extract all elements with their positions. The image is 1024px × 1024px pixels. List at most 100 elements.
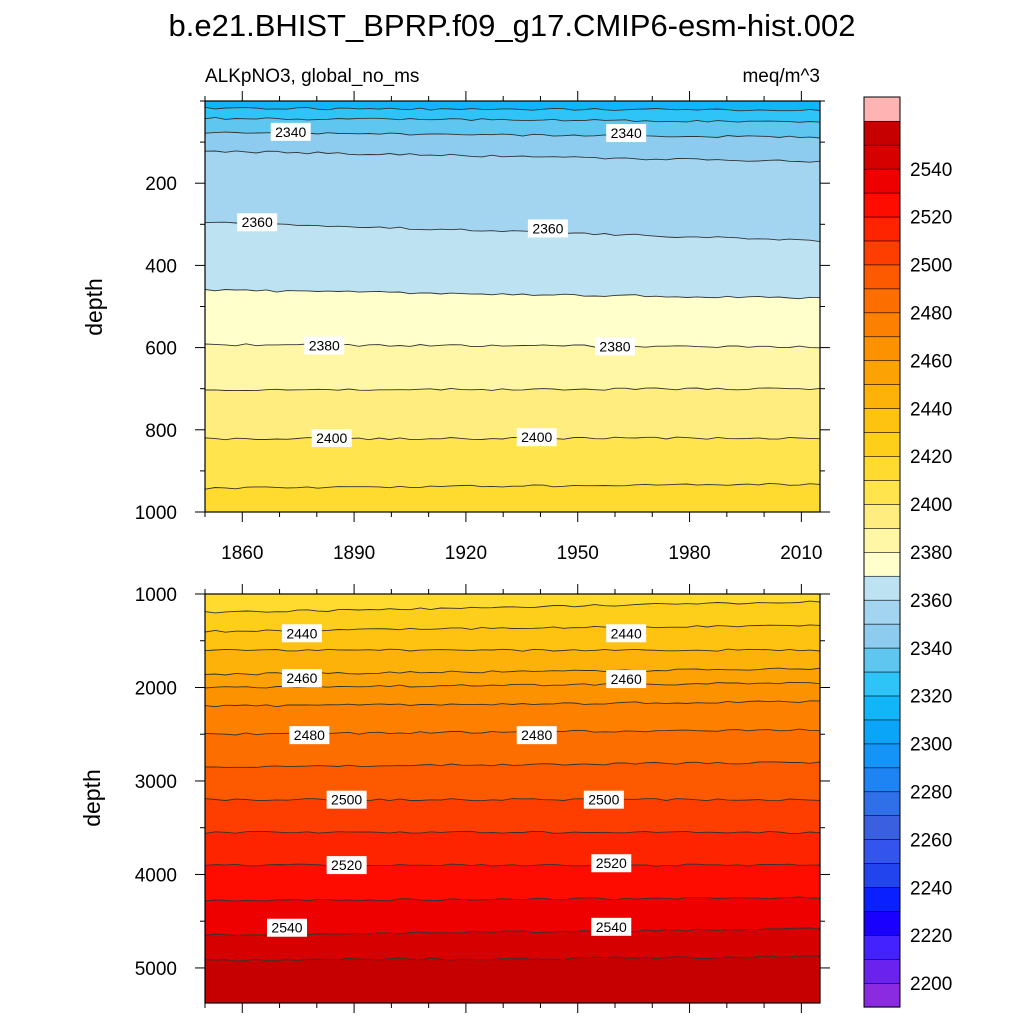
lower-contour-label-text: 2540	[596, 919, 627, 935]
lower-y-tick-label: 3000	[135, 772, 177, 793]
colorbar-label: 2300	[910, 735, 952, 756]
lower-contour-label-text: 2440	[611, 625, 642, 641]
upper-contour-2410	[205, 482, 820, 490]
upper-x-tick-label: 1860	[221, 543, 263, 564]
figure-title: b.e21.BHIST_BPRP.f09_g17.CMIP6-esm-hist.…	[169, 8, 856, 43]
colorbar-label: 2360	[910, 591, 952, 612]
colorbar-swatch-2220	[863, 910, 901, 936]
colorbar-swatch-2540	[863, 144, 901, 170]
upper-x-tick-label: 2010	[780, 543, 822, 564]
colorbar-label: 2480	[910, 304, 952, 325]
colorbar-label: 2280	[910, 783, 952, 804]
lower-contour-label-text: 2540	[271, 920, 302, 936]
colorbar-swatch-2430	[863, 408, 901, 433]
colorbar-swatch-2420	[863, 431, 901, 457]
lower-contour-label-text: 2520	[596, 855, 627, 871]
colorbar-swatch-2360	[863, 575, 901, 601]
colorbar-swatch-2260	[863, 815, 901, 840]
lower-contour-label: 2440	[281, 624, 322, 643]
lower-contour-2510	[205, 830, 820, 834]
colorbar-label: 2220	[910, 926, 952, 947]
colorbar-swatch-2520	[863, 192, 901, 218]
lower-contour-label: 2500	[583, 790, 624, 809]
lower-contour-label-text: 2500	[588, 792, 619, 808]
colorbar-swatch-2380	[863, 527, 901, 553]
colorbar-label: 2260	[910, 830, 952, 851]
upper-contour-label: 2340	[606, 124, 647, 143]
lower-y-tick-label: 2000	[135, 678, 177, 699]
upper-y-tick-label: 600	[145, 339, 177, 360]
lower-contour-2520	[205, 863, 820, 867]
upper-contour-label-text: 2380	[599, 338, 630, 354]
lower-contour-label: 2460	[281, 669, 322, 688]
lower-contour-label-text: 2460	[286, 670, 317, 686]
colorbar-swatch-2390	[863, 503, 901, 529]
lower-contour-2540	[205, 927, 820, 936]
colorbar-swatch-2500	[863, 240, 901, 266]
lower-contour-2440	[205, 648, 820, 652]
lower-contour-2470	[205, 700, 820, 708]
lower-contour-plot: 2440 2440 2460 2460 2480 2480 2500 2500 2520 2520…	[135, 584, 830, 1013]
lower-contour-label-text: 2480	[294, 727, 325, 743]
colorbar-swatch-2240	[863, 863, 901, 888]
lower-contour-2530	[205, 896, 820, 902]
colorbar-swatch-2300	[863, 719, 901, 745]
colorbar-label: 2240	[910, 878, 952, 899]
upper-contour-label-text: 2340	[275, 124, 306, 140]
lower-contour-2500	[205, 798, 820, 802]
upper-contour-label-text: 2400	[316, 430, 347, 446]
colorbar-swatch-2460	[863, 336, 901, 362]
colorbar-label: 2420	[910, 447, 952, 468]
upper-x-tick-label: 1920	[445, 543, 487, 564]
colorbar-swatch-2470	[863, 312, 901, 338]
lower-contour-2490	[205, 761, 820, 768]
upper-y-tick-label: 1000	[135, 503, 177, 524]
colorbar-swatch-2480	[863, 288, 901, 314]
colorbar-frame	[863, 96, 901, 1008]
upper-contour-label-text: 2360	[242, 214, 273, 230]
upper-y-tick-label: 800	[145, 421, 177, 442]
colorbar-swatch-2330	[863, 647, 901, 673]
lower-contour-label-text: 2480	[521, 727, 552, 743]
colorbar-swatch-2550	[863, 120, 901, 146]
upper-y-tick-label: 200	[145, 174, 177, 195]
lower-y-axis-label: depth	[79, 769, 105, 827]
colorbar-swatch-2280	[863, 767, 901, 793]
colorbar-swatch-2350	[863, 599, 901, 625]
colorbar-swatch-2440	[863, 384, 901, 409]
upper-contour-2320	[205, 106, 820, 112]
colorbar-label: 2460	[910, 351, 952, 372]
upper-contour-2400	[205, 436, 820, 441]
colorbar-label: 2440	[910, 399, 952, 420]
lower-contour-label: 2540	[591, 917, 632, 936]
lower-contour-label: 2520	[591, 854, 632, 873]
lower-contour-label: 2500	[326, 790, 367, 809]
colorbar-label: 2540	[910, 160, 952, 181]
upper-y-axis-label: depth	[81, 278, 107, 336]
colorbar-label: 2400	[910, 495, 952, 516]
lower-contour-label-text: 2460	[611, 671, 642, 687]
upper-contour-label: 2360	[527, 219, 568, 238]
lower-contour-2420	[205, 600, 820, 614]
upper-contour-2350	[205, 150, 820, 163]
lower-contour-label-text: 2520	[331, 857, 362, 873]
lower-contour-label: 2540	[267, 918, 307, 937]
upper-x-tick-label: 1980	[668, 543, 710, 564]
upper-y-tick-label: 400	[145, 256, 177, 277]
lower-contour-label-text: 2500	[331, 792, 362, 808]
colorbar-swatch-2400	[863, 479, 901, 505]
upper-contour-plot: 2340 2340 2360 2360 2380 2380 2400 2400 1860 1890…	[135, 91, 830, 564]
colorbar-label: 2520	[910, 208, 952, 229]
upper-contour-label: 2400	[311, 429, 352, 448]
upper-contour-label: 2380	[304, 336, 345, 355]
upper-contour-label: 2360	[237, 213, 278, 232]
colorbar-label: 2380	[910, 543, 952, 564]
upper-contour-label-text: 2360	[532, 220, 563, 236]
lower-contour-label: 2520	[326, 856, 367, 875]
lower-contour-2550	[205, 955, 820, 962]
lower-band-2550	[205, 955, 820, 1003]
lower-contour-label: 2460	[606, 670, 647, 689]
colorbar-swatch-2410	[863, 455, 901, 481]
colorbar-swatch-2340	[863, 623, 901, 649]
